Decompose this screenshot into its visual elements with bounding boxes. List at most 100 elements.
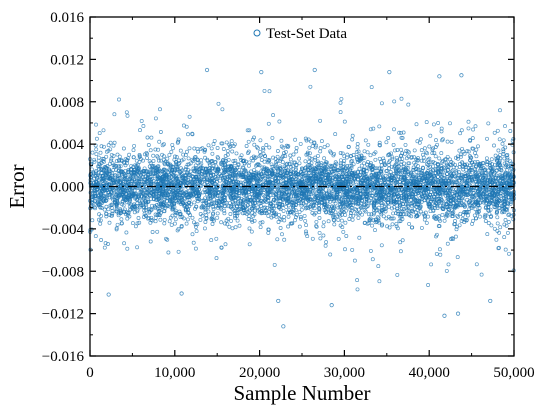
data-point bbox=[414, 122, 419, 127]
data-point bbox=[190, 215, 195, 220]
data-point bbox=[222, 221, 227, 226]
data-point bbox=[215, 199, 220, 203]
data-point bbox=[233, 213, 238, 218]
data-point bbox=[379, 160, 383, 164]
data-point bbox=[195, 170, 200, 175]
data-point bbox=[297, 156, 301, 161]
data-point bbox=[221, 147, 226, 151]
data-point bbox=[111, 143, 116, 148]
data-point bbox=[303, 218, 308, 223]
data-point bbox=[428, 133, 433, 138]
data-point bbox=[114, 159, 119, 164]
data-point bbox=[93, 234, 98, 239]
data-point bbox=[106, 207, 111, 212]
data-point bbox=[321, 220, 326, 225]
data-point bbox=[258, 149, 262, 154]
data-point bbox=[275, 149, 280, 153]
data-point bbox=[368, 248, 373, 253]
data-point bbox=[218, 178, 223, 183]
data-point bbox=[380, 222, 385, 227]
data-point bbox=[193, 163, 198, 168]
data-point bbox=[264, 208, 269, 213]
data-point bbox=[138, 174, 143, 179]
data-point bbox=[498, 152, 503, 157]
data-point bbox=[219, 174, 223, 179]
data-point bbox=[479, 272, 484, 277]
data-point bbox=[293, 215, 298, 219]
data-point bbox=[350, 217, 355, 222]
data-point bbox=[406, 102, 411, 107]
data-point bbox=[451, 237, 455, 242]
data-point bbox=[275, 237, 280, 242]
data-point bbox=[206, 209, 211, 214]
data-point bbox=[503, 124, 507, 129]
data-point bbox=[148, 148, 153, 153]
data-point bbox=[272, 262, 277, 267]
data-point bbox=[293, 137, 298, 142]
data-point bbox=[388, 170, 393, 174]
data-point bbox=[370, 257, 375, 262]
data-point bbox=[220, 107, 225, 112]
data-point bbox=[262, 159, 267, 164]
data-point bbox=[367, 217, 372, 222]
data-point bbox=[340, 151, 345, 156]
data-point bbox=[495, 215, 500, 220]
data-point bbox=[223, 204, 228, 209]
data-point bbox=[299, 173, 304, 178]
data-point bbox=[259, 158, 264, 162]
data-point bbox=[502, 156, 507, 161]
data-point bbox=[261, 147, 266, 152]
data-point bbox=[368, 127, 373, 132]
data-point bbox=[374, 166, 379, 171]
data-point bbox=[466, 119, 471, 124]
data-point bbox=[276, 220, 281, 224]
data-point bbox=[227, 224, 232, 229]
data-point bbox=[488, 215, 493, 219]
data-point bbox=[471, 127, 476, 132]
data-point bbox=[266, 121, 271, 126]
data-point bbox=[412, 148, 417, 153]
data-point bbox=[332, 222, 337, 227]
data-point bbox=[261, 146, 265, 151]
data-point bbox=[498, 225, 503, 230]
data-point bbox=[170, 207, 175, 212]
data-point bbox=[349, 208, 354, 213]
data-point bbox=[215, 211, 220, 216]
data-point bbox=[343, 220, 348, 225]
data-point bbox=[314, 219, 319, 224]
data-point bbox=[291, 160, 296, 165]
data-point bbox=[402, 151, 407, 156]
data-point bbox=[348, 211, 353, 215]
data-point bbox=[333, 210, 338, 215]
data-point bbox=[230, 226, 235, 231]
data-point bbox=[317, 230, 322, 235]
data-point bbox=[347, 217, 352, 221]
data-point bbox=[507, 251, 511, 256]
data-point bbox=[108, 203, 113, 208]
data-point bbox=[316, 153, 320, 158]
data-point bbox=[458, 131, 463, 136]
data-point bbox=[338, 158, 343, 163]
data-point bbox=[355, 145, 360, 150]
data-point bbox=[379, 243, 384, 248]
data-point bbox=[379, 163, 384, 168]
data-point bbox=[439, 126, 444, 131]
data-point bbox=[111, 153, 116, 158]
data-point bbox=[437, 247, 442, 252]
data-point bbox=[212, 138, 217, 143]
data-point bbox=[107, 220, 112, 225]
data-point bbox=[422, 146, 427, 151]
data-point bbox=[309, 139, 313, 144]
data-point bbox=[482, 215, 487, 219]
data-point bbox=[90, 150, 95, 155]
data-point bbox=[434, 138, 438, 143]
data-point bbox=[313, 157, 318, 162]
data-point bbox=[280, 169, 285, 174]
data-point bbox=[187, 146, 192, 151]
data-point bbox=[432, 151, 437, 155]
data-point bbox=[395, 272, 400, 277]
data-point bbox=[173, 217, 178, 222]
data-point bbox=[318, 146, 323, 151]
data-point bbox=[501, 209, 506, 214]
data-point bbox=[153, 219, 158, 224]
